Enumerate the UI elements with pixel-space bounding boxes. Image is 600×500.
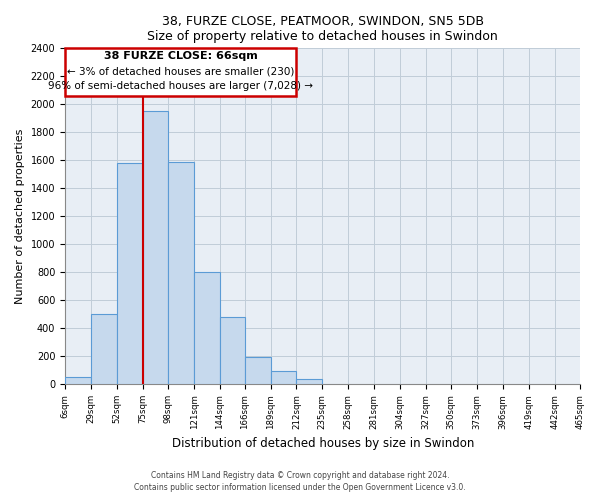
Bar <box>296 379 322 384</box>
Bar <box>245 358 271 384</box>
Bar <box>116 163 143 384</box>
Bar <box>271 372 296 384</box>
Bar <box>194 272 220 384</box>
FancyBboxPatch shape <box>65 48 296 96</box>
Text: 96% of semi-detached houses are larger (7,028) →: 96% of semi-detached houses are larger (… <box>48 80 313 90</box>
Bar <box>169 162 194 384</box>
Bar <box>220 317 245 384</box>
Title: 38, FURZE CLOSE, PEATMOOR, SWINDON, SN5 5DB
Size of property relative to detache: 38, FURZE CLOSE, PEATMOOR, SWINDON, SN5 … <box>148 15 498 43</box>
Y-axis label: Number of detached properties: Number of detached properties <box>15 128 25 304</box>
Bar <box>65 377 91 384</box>
Text: Contains HM Land Registry data © Crown copyright and database right 2024.
Contai: Contains HM Land Registry data © Crown c… <box>134 471 466 492</box>
Text: 38 FURZE CLOSE: 66sqm: 38 FURZE CLOSE: 66sqm <box>104 52 257 62</box>
X-axis label: Distribution of detached houses by size in Swindon: Distribution of detached houses by size … <box>172 437 474 450</box>
Text: ← 3% of detached houses are smaller (230): ← 3% of detached houses are smaller (230… <box>67 66 295 76</box>
Bar <box>91 314 116 384</box>
Bar <box>143 112 169 384</box>
